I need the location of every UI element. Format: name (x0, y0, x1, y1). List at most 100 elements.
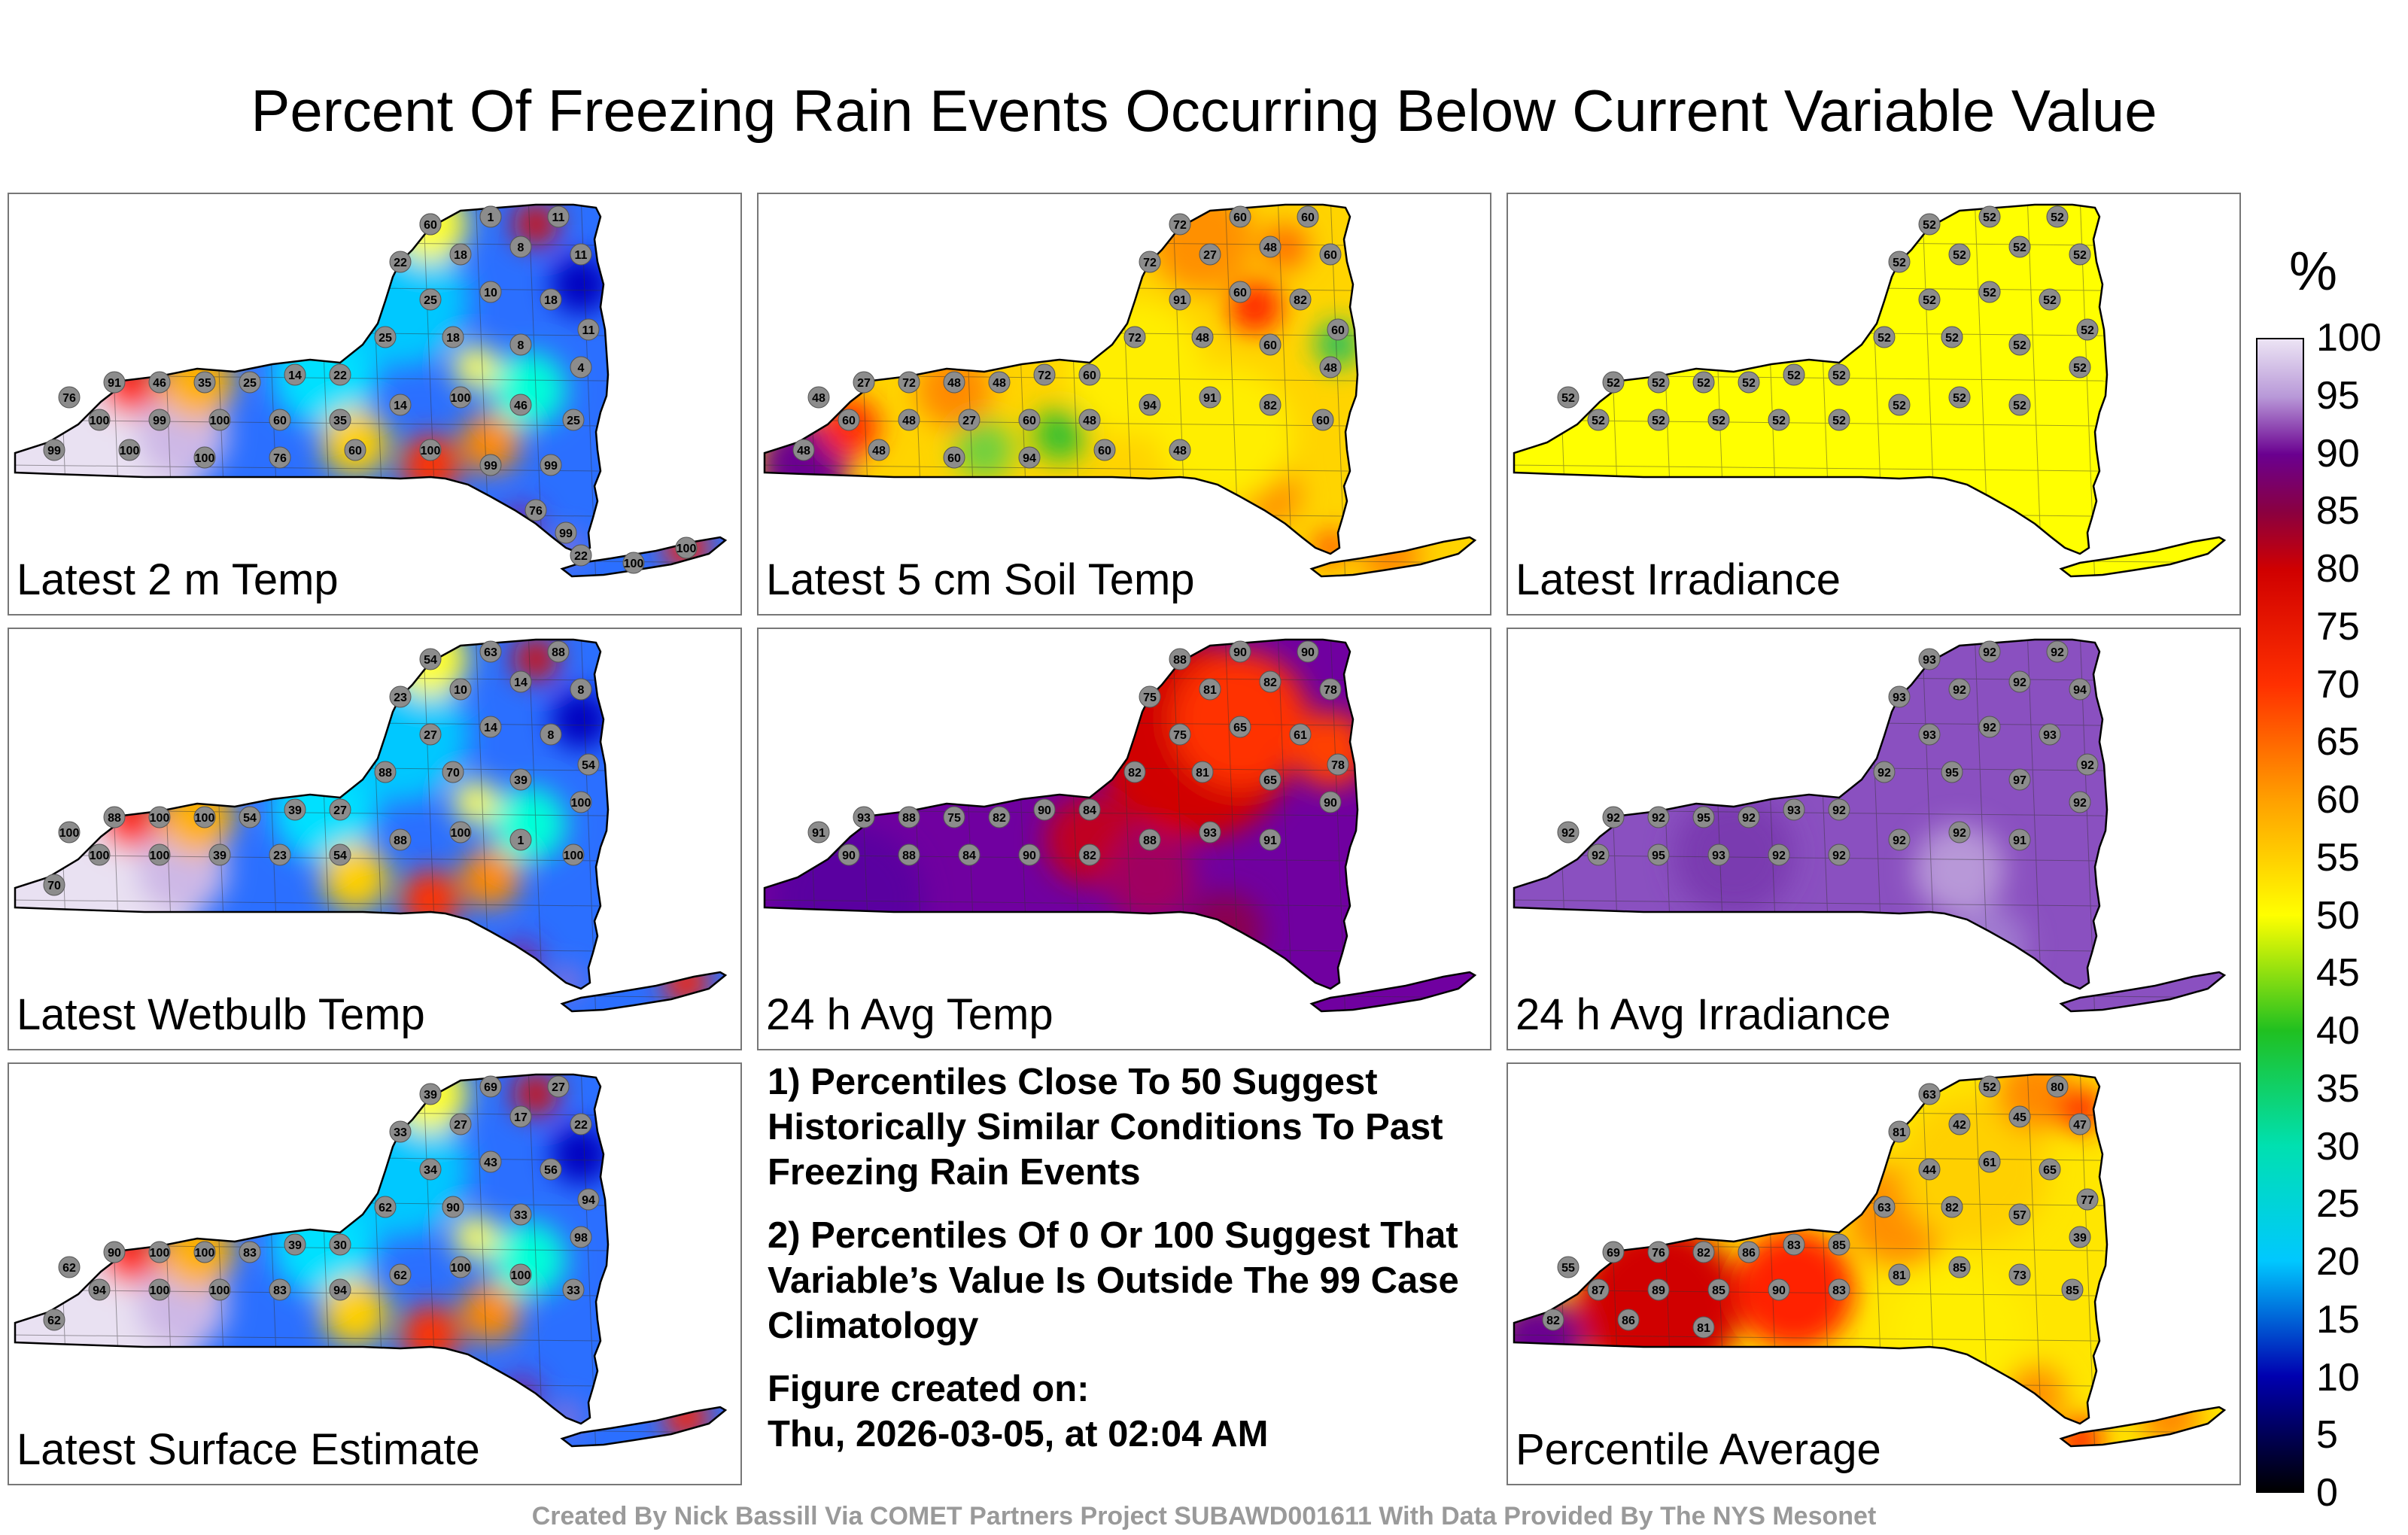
station-value: 62 (47, 1315, 61, 1327)
county-line (1514, 944, 2224, 953)
station-value: 52 (2013, 339, 2026, 352)
station-marker (239, 1241, 261, 1263)
county-line (528, 640, 544, 1011)
station-marker (1139, 251, 1161, 273)
station-value: 90 (446, 1202, 460, 1214)
station-marker (1692, 1316, 1715, 1339)
state-outline (560, 1406, 728, 1448)
station-value: 60 (1263, 339, 1277, 352)
station-value: 88 (108, 812, 121, 825)
station-value: 85 (1832, 1239, 1846, 1252)
station-value: 82 (993, 812, 1006, 825)
station-value: 11 (552, 211, 565, 224)
station-marker (1692, 806, 1715, 828)
station-marker (329, 1233, 351, 1256)
colorbar-tick-label: 90 (2316, 431, 2360, 476)
station-marker (374, 761, 397, 783)
station-marker (2061, 1278, 2084, 1301)
station-value: 18 (454, 249, 467, 262)
station-value: 94 (333, 1284, 347, 1297)
station-value: 92 (1742, 812, 1756, 825)
station-marker (1768, 843, 1790, 866)
station-marker (1123, 761, 1146, 783)
station-marker (389, 828, 412, 851)
station-value: 25 (424, 294, 437, 307)
station-marker (2046, 1075, 2069, 1098)
station-marker (449, 1256, 472, 1278)
station-value: 14 (484, 722, 497, 734)
colorbar-tick-label: 85 (2316, 489, 2360, 533)
station-marker (853, 371, 875, 394)
station-value: 60 (1098, 445, 1111, 457)
station-value: 82 (1128, 767, 1142, 780)
station-value: 47 (2073, 1119, 2087, 1132)
station-value: 81 (1893, 1269, 1906, 1282)
station-marker (1319, 243, 1342, 266)
colorbar-tick-label: 80 (2316, 547, 2360, 591)
station-value: 83 (273, 1284, 287, 1297)
station-value: 54 (243, 812, 257, 825)
station-value: 52 (1772, 415, 1786, 427)
station-marker (1327, 318, 1349, 341)
station-marker (1738, 1241, 1760, 1263)
station-value: 88 (902, 850, 916, 862)
station-marker (1289, 288, 1312, 311)
field-blob (500, 939, 542, 981)
station-marker (562, 843, 585, 866)
colorbar-tick-label: 5 (2316, 1413, 2338, 1457)
station-value: 52 (1923, 294, 1936, 307)
panel-label: Latest 2 m Temp (17, 555, 339, 604)
field-blob (551, 1124, 611, 1184)
station-marker (1602, 806, 1625, 828)
station-value: 93 (2043, 729, 2057, 742)
station-value: 27 (424, 729, 437, 742)
colorbar-tick-label: 25 (2316, 1182, 2360, 1226)
station-value: 100 (150, 850, 170, 862)
station-marker (479, 1150, 502, 1173)
station-value: 83 (1787, 1239, 1801, 1252)
station-marker (479, 205, 502, 228)
station-value: 63 (484, 646, 497, 659)
station-marker (807, 386, 830, 409)
station-value: 100 (59, 827, 80, 840)
station-value: 52 (2013, 242, 2026, 254)
station-marker (374, 326, 397, 348)
station-marker (2039, 1158, 2061, 1181)
field-blob (461, 847, 521, 907)
colorbar-tick-label: 70 (2316, 662, 2360, 707)
station-marker (1978, 640, 2001, 663)
station-marker (2008, 1203, 2031, 1226)
station-value: 92 (1772, 850, 1786, 862)
station-value: 8 (518, 242, 524, 254)
station-marker (675, 536, 698, 559)
station-value: 76 (273, 452, 287, 465)
station-value: 39 (288, 804, 302, 817)
field-blob (1734, 1230, 1854, 1350)
station-marker (329, 798, 351, 821)
station-marker (239, 806, 261, 828)
station-value: 90 (1324, 797, 1337, 810)
station-marker (2039, 723, 2061, 746)
station-value: 100 (150, 1247, 170, 1260)
station-marker (1319, 678, 1342, 701)
station-value: 100 (564, 850, 584, 862)
station-marker (269, 843, 291, 866)
station-value: 48 (947, 377, 961, 390)
colorbar-tick-label: 20 (2316, 1240, 2360, 1284)
station-value: 1 (488, 211, 494, 224)
station-marker (1888, 251, 1911, 273)
field-blob (400, 1305, 461, 1365)
station-marker (2008, 1105, 2031, 1128)
station-value: 54 (582, 759, 595, 772)
colorbar-unit: % (2289, 242, 2338, 302)
state-outline (763, 203, 1359, 555)
state-outline (14, 203, 610, 555)
state-outline (1513, 1073, 2109, 1425)
station-value: 48 (1324, 362, 1337, 375)
station-value: 83 (243, 1247, 257, 1260)
station-marker (1169, 288, 1191, 311)
station-marker (1259, 768, 1282, 791)
station-marker (547, 205, 570, 228)
station-marker (193, 446, 216, 469)
station-value: 76 (1652, 1247, 1665, 1260)
